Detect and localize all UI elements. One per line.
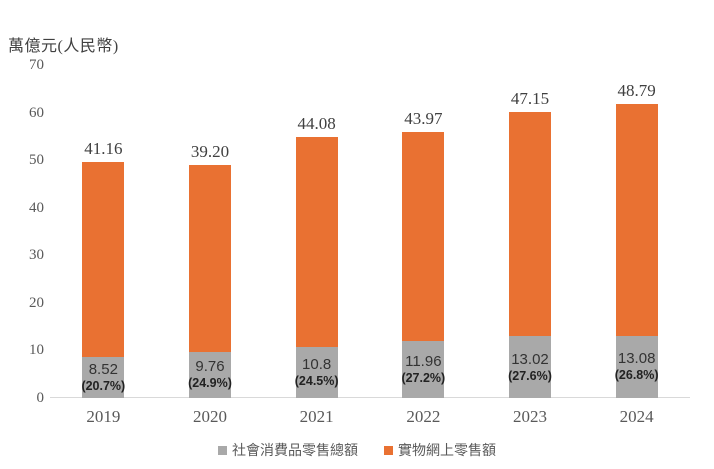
- bar-inner-labels: 13.08 (26.8%): [592, 336, 682, 398]
- bar-segment-top: [295, 136, 338, 347]
- x-category-label: 2023: [513, 407, 547, 426]
- bar-inner-labels: 10.8 (24.5%): [272, 347, 362, 398]
- bar-segment-bottom: [189, 351, 231, 398]
- bar-value-label: 47.15: [510, 88, 550, 108]
- legend-item: 社會消費品零售總額: [218, 440, 358, 460]
- x-category-label: 2021: [299, 407, 334, 426]
- bar-inner-value: 13.08: [617, 350, 656, 368]
- y-tick-label: 10: [29, 342, 44, 359]
- bar-inner-percent: (20.7%): [81, 379, 126, 394]
- bar-inner-labels: 9.76 (24.9%): [165, 352, 255, 398]
- bar-value-label: 41.16: [84, 138, 123, 158]
- bar-inner-percent: (24.9%): [188, 376, 232, 391]
- bar-inner-value: 8.52: [88, 361, 118, 379]
- bar-inner-percent: (24.5%): [294, 373, 339, 388]
- bar-inner-value: 11.96: [405, 353, 442, 371]
- bar-segment-bottom: [615, 335, 658, 398]
- y-tick-label: 70: [29, 57, 44, 73]
- bar-inner-percent: (27.2%): [401, 371, 446, 386]
- y-axis-title: 萬億元(人民幣): [8, 38, 119, 55]
- y-tick-label: 40: [29, 199, 44, 216]
- bar-segment-top: [402, 131, 445, 342]
- bar-value-label: 43.97: [404, 108, 443, 128]
- bar-value-label: 48.79: [617, 80, 656, 100]
- x-category-label: 2022: [406, 407, 441, 426]
- y-tick-label: 60: [29, 104, 44, 121]
- y-tick-label: 30: [29, 247, 44, 264]
- x-category-label: 2019: [86, 407, 121, 426]
- bar-value-label: 39.20: [190, 142, 230, 162]
- bar-inner-labels: 13.02 (27.6%): [485, 336, 575, 398]
- bar-segment-bottom: [509, 336, 551, 398]
- legend-swatch-icon: [384, 445, 393, 455]
- bar-segment-top: [82, 161, 125, 358]
- bar-segment-top: [615, 103, 658, 336]
- x-axis-line: [50, 397, 690, 398]
- bar-segment-top: [189, 165, 231, 352]
- bar-inner-value: 9.76: [195, 358, 225, 376]
- x-category-label: 2020: [193, 407, 227, 426]
- bar-segment-top: [509, 111, 551, 337]
- y-tick-label: 20: [29, 294, 44, 311]
- legend-swatch-icon: [218, 445, 227, 455]
- bar-segment-bottom: [295, 346, 338, 398]
- bar-inner-value: 13.02: [511, 350, 549, 368]
- legend-label: 社會消費品零售總額: [232, 444, 358, 459]
- bar-inner-labels: 8.52 (20.7%): [58, 357, 148, 398]
- y-tick-label: 50: [29, 152, 44, 169]
- x-category-label: 2024: [619, 407, 654, 426]
- bar-inner-percent: (26.8%): [614, 368, 659, 383]
- legend-item: 實物網上零售額: [384, 440, 496, 460]
- bar-inner-labels: 11.96 (27.2%): [378, 341, 468, 398]
- y-tick-label: 0: [36, 390, 45, 406]
- bar-value-label: 44.08: [297, 113, 336, 133]
- bar-inner-value: 10.8: [302, 355, 332, 373]
- bar-segment-bottom: [82, 357, 125, 398]
- bar-segment-bottom: [402, 341, 445, 398]
- legend: 社會消費品零售總額 實物網上零售額: [0, 440, 714, 460]
- bar-inner-percent: (27.6%): [508, 368, 552, 383]
- legend-label: 實物網上零售額: [398, 444, 496, 459]
